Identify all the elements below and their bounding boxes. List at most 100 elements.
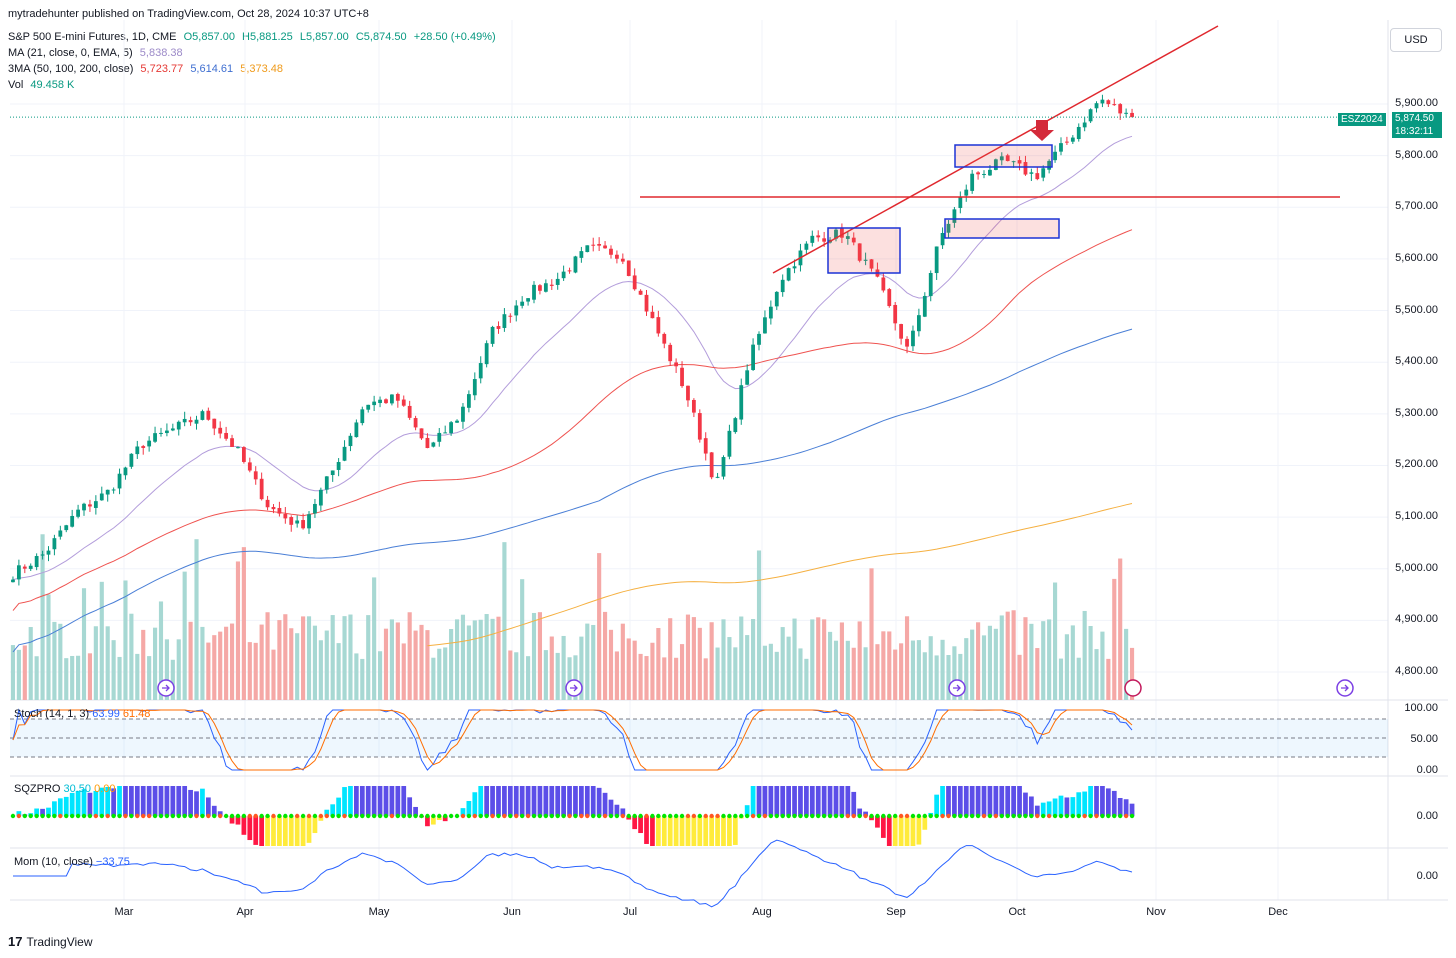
ma200-line bbox=[427, 503, 1133, 647]
stoch-legend[interactable]: Stoch (14, 1, 3) 63.99 61.48 bbox=[14, 708, 150, 720]
sqz-dot bbox=[1100, 813, 1105, 819]
sqz-bar bbox=[1094, 786, 1099, 816]
sqz-dot bbox=[401, 813, 406, 819]
candle-body bbox=[425, 437, 430, 449]
sqz-dot bbox=[910, 813, 916, 819]
sqz-dot bbox=[306, 813, 312, 819]
sqz-bar bbox=[590, 786, 596, 816]
candle-body bbox=[159, 432, 163, 434]
candle-body bbox=[466, 394, 471, 408]
volume-bar bbox=[490, 618, 495, 700]
sqz-bar bbox=[1052, 798, 1058, 816]
sqz-bar bbox=[608, 799, 614, 816]
highlight-box bbox=[827, 227, 901, 274]
candle-body bbox=[212, 418, 217, 429]
price-axis-label: 5,000.00 bbox=[1395, 561, 1438, 574]
sqz-bar bbox=[442, 816, 448, 822]
sqz-dot bbox=[235, 813, 241, 819]
ticker-tag: ESZ2024 bbox=[1338, 113, 1386, 126]
sqz-bar bbox=[217, 811, 223, 816]
volume-bar bbox=[247, 642, 252, 700]
sqz-bar bbox=[34, 808, 40, 816]
sqz-dot bbox=[419, 813, 424, 819]
tv-logo-icon: 17 bbox=[8, 934, 23, 949]
candle-body bbox=[1047, 160, 1052, 170]
volume-bar bbox=[869, 568, 874, 700]
sqz-bar bbox=[744, 805, 750, 816]
sqz-dot bbox=[34, 813, 39, 819]
sqz-label: SQZPRO bbox=[14, 783, 61, 795]
sqz-bar bbox=[1017, 786, 1022, 816]
candle-body bbox=[141, 446, 146, 448]
sqz-bar bbox=[365, 786, 371, 816]
sqz-dot bbox=[1117, 813, 1123, 819]
vol-value: 49.458 K bbox=[30, 79, 75, 91]
candle-body bbox=[674, 362, 679, 367]
candle-body bbox=[1059, 143, 1063, 152]
sqz-dot bbox=[69, 813, 75, 819]
volume-bar bbox=[768, 643, 773, 700]
sqz-bar bbox=[342, 787, 347, 816]
month-may: May bbox=[368, 906, 390, 918]
volume-bar bbox=[1047, 619, 1052, 700]
candle-body bbox=[1029, 172, 1034, 174]
currency-button[interactable]: USD bbox=[1390, 28, 1442, 52]
sqz-bar bbox=[644, 816, 649, 844]
sqz-bar bbox=[502, 786, 507, 816]
sqz-dot bbox=[206, 813, 211, 819]
volume-bar bbox=[147, 656, 152, 700]
candle-body bbox=[703, 438, 708, 454]
candle-body bbox=[437, 432, 442, 442]
sqz-dot bbox=[721, 813, 726, 819]
candle-body bbox=[964, 189, 969, 196]
sqz-dot bbox=[727, 813, 732, 819]
sqz-bar bbox=[703, 816, 709, 846]
moving-averages bbox=[12, 135, 1133, 653]
candle-body bbox=[543, 283, 548, 292]
sqz-bar bbox=[839, 786, 845, 816]
sqz-bar bbox=[300, 816, 306, 846]
price-axis-label: 5,500.00 bbox=[1395, 303, 1438, 316]
volume-bar bbox=[691, 617, 696, 700]
volume-bar bbox=[993, 628, 998, 700]
sqz-bar bbox=[57, 798, 63, 816]
mom-legend[interactable]: Mom (10, close) −33.75 bbox=[14, 856, 130, 868]
ma-line[interactable]: MA (21, close, 0, EMA, 5) 5,838.38 bbox=[8, 47, 187, 59]
candle-body bbox=[64, 525, 69, 531]
vol-line[interactable]: Vol 49.458 K bbox=[8, 79, 78, 91]
sqz-dot bbox=[271, 813, 276, 819]
event-marker-glyph bbox=[1341, 684, 1349, 692]
volume-bar bbox=[348, 614, 353, 700]
sqz-legend[interactable]: SQZPRO 30.50 0.00 bbox=[14, 783, 116, 795]
sqz-dot bbox=[1064, 813, 1070, 819]
sqz-bar bbox=[211, 805, 217, 816]
candle-body bbox=[928, 273, 933, 297]
volume-bar bbox=[567, 657, 572, 700]
annotations bbox=[10, 25, 1354, 697]
candle-body bbox=[780, 279, 785, 293]
sqz-bar bbox=[804, 786, 809, 816]
candle-body bbox=[1076, 126, 1081, 140]
trend-line bbox=[772, 25, 1219, 274]
sqz-dot bbox=[614, 813, 620, 819]
volume-bar bbox=[354, 653, 359, 700]
month-sep: Sep bbox=[886, 906, 906, 918]
sqz-dot bbox=[898, 813, 904, 819]
month-dec: Dec bbox=[1268, 906, 1288, 918]
candle-body bbox=[597, 243, 602, 246]
volume-bar bbox=[1129, 647, 1135, 700]
volume-bar bbox=[857, 621, 862, 700]
volume-bar bbox=[295, 633, 300, 700]
sqz-dot bbox=[1112, 813, 1117, 819]
sqz-bar bbox=[969, 786, 975, 816]
tradingview-logo[interactable]: 17 TradingView bbox=[8, 934, 93, 949]
candle-body bbox=[165, 430, 169, 434]
ohlc-close: C5,874.50 bbox=[355, 31, 407, 43]
candle-body bbox=[449, 422, 454, 434]
candle-body bbox=[283, 514, 288, 519]
candle-body bbox=[958, 196, 963, 208]
sqz-bar bbox=[1082, 791, 1088, 816]
ma3-line[interactable]: 3MA (50, 100, 200, close) 5,723.77 5,614… bbox=[8, 63, 287, 75]
sqz-bar bbox=[87, 792, 93, 816]
